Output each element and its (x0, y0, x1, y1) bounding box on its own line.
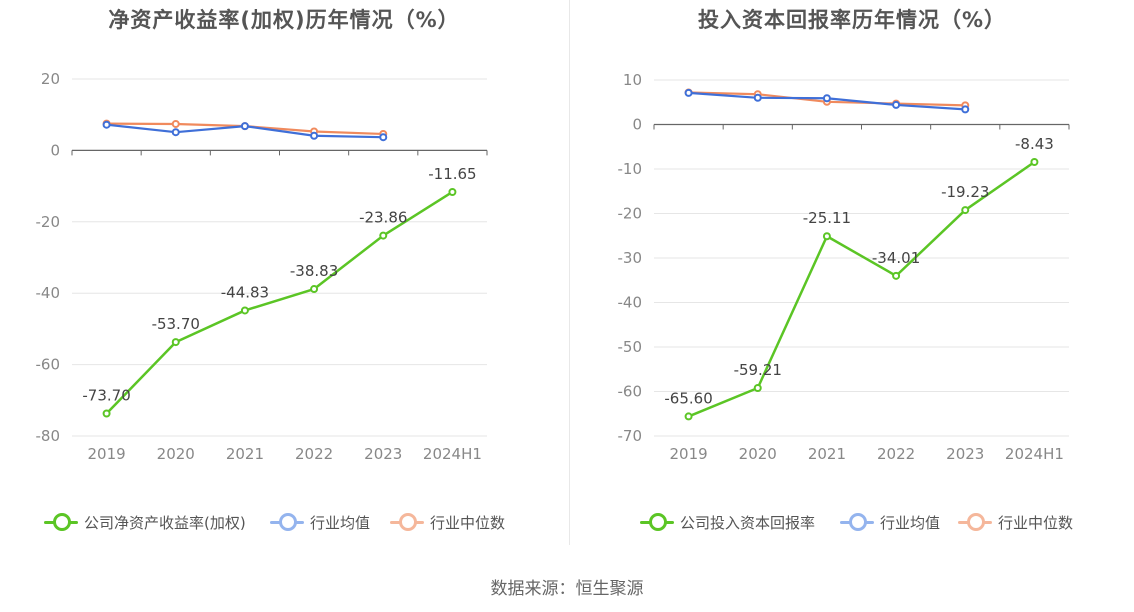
data-point (822, 94, 831, 103)
data-point (171, 338, 180, 347)
data-label: -53.70 (152, 315, 200, 333)
data-point (961, 206, 970, 215)
data-label: -8.43 (1015, 135, 1054, 153)
x-tick-label: 2023 (364, 445, 402, 463)
x-tick-label: 2023 (946, 445, 984, 463)
data-point (171, 128, 180, 137)
data-label: -25.11 (803, 209, 851, 227)
data-point (171, 119, 180, 128)
data-point (448, 187, 457, 196)
data-point (240, 122, 249, 131)
data-label: -44.83 (221, 283, 269, 301)
data-point (961, 105, 970, 114)
data-point (379, 231, 388, 240)
legend-label: 公司净资产收益率(加权) (84, 513, 246, 532)
data-point (1030, 158, 1039, 167)
x-tick-label: 2020 (157, 445, 195, 463)
legend-item-company-roic[interactable]: 公司投入资本回报率 (640, 508, 815, 536)
y-tick-label: -40 (36, 284, 61, 302)
chart-title: 投入资本回报率历年情况（%） (697, 8, 1007, 32)
x-tick-label: 2022 (295, 445, 333, 463)
roe-chart-plot: 20 0 -20 -40 -60 -80 2019 2020 2021 2022 2023 2024H… (36, 70, 488, 463)
y-tick-label: -40 (618, 294, 643, 312)
y-tick-label: -50 (618, 338, 643, 356)
data-label: -19.23 (941, 183, 989, 201)
legend-label: 行业中位数 (430, 513, 506, 532)
legend-symbol (390, 508, 424, 536)
y-tick-label: -60 (618, 383, 643, 401)
series-line (688, 160, 1036, 418)
legend-item-industry-median[interactable]: 行业中位数 (958, 508, 1073, 536)
y-tick-label: 0 (632, 116, 642, 134)
data-source-note: 数据来源：恒生聚源 (490, 579, 644, 599)
data-label: -23.86 (359, 209, 407, 227)
legend-item-company-roe[interactable]: 公司净资产收益率(加权) (44, 508, 246, 536)
legend-symbol (840, 508, 874, 536)
data-label: -11.65 (428, 165, 476, 183)
data-label: -73.70 (82, 387, 130, 405)
x-tick-label: 2020 (739, 445, 777, 463)
data-point (822, 232, 831, 241)
data-point (684, 88, 693, 97)
legend-symbol (958, 508, 992, 536)
data-point (240, 306, 249, 315)
panel-divider (569, 0, 570, 545)
data-label: -38.83 (290, 262, 338, 280)
x-tick-label: 2024H1 (1005, 445, 1064, 463)
roic-chart-panel: 投入资本回报率历年情况（%） 10 0 -10 -20 -30 -40 -50 -60 -70 2… (570, 0, 1134, 560)
legend-item-industry-median[interactable]: 行业中位数 (390, 508, 505, 536)
data-point (102, 409, 111, 418)
legend-label: 行业中位数 (998, 513, 1074, 532)
data-label: -34.01 (872, 249, 920, 267)
chart-legend: 公司投入资本回报率 行业均值 行业中位数 (570, 508, 1134, 536)
y-tick-label: 20 (41, 70, 60, 88)
data-point (892, 271, 901, 280)
series-line (105, 190, 454, 415)
data-point (379, 133, 388, 142)
y-tick-label: -70 (618, 427, 643, 445)
legend-label: 行业均值 (880, 513, 941, 532)
chart-title: 净资产收益率(加权)历年情况（%） (108, 8, 460, 32)
data-point (753, 383, 762, 392)
data-point (102, 120, 111, 129)
y-tick-label: 0 (50, 141, 60, 159)
legend-label: 公司投入资本回报率 (680, 513, 816, 532)
y-tick-label: -10 (618, 160, 643, 178)
chart-legend: 公司净资产收益率(加权) 行业均值 行业中位数 (0, 508, 568, 536)
x-tick-label: 2022 (877, 445, 915, 463)
y-tick-label: -30 (618, 249, 643, 267)
legend-item-industry-average[interactable]: 行业均值 (840, 508, 940, 536)
legend-symbol (44, 508, 78, 536)
data-point (310, 285, 319, 294)
legend-item-industry-average[interactable]: 行业均值 (270, 508, 370, 536)
data-point (684, 412, 693, 421)
roic-chart-plot: 10 0 -10 -20 -30 -40 -50 -60 -70 2019 2020 2021 2022… (618, 71, 1070, 463)
x-tick-label: 2019 (669, 445, 707, 463)
legend-symbol (640, 508, 674, 536)
x-tick-label: 2024H1 (423, 445, 482, 463)
data-label: -65.60 (664, 389, 712, 407)
x-tick-label: 2019 (87, 445, 125, 463)
y-tick-label: -80 (36, 427, 61, 445)
x-tick-label: 2021 (808, 445, 846, 463)
y-tick-label: -20 (618, 205, 643, 223)
x-tick-label: 2021 (226, 445, 264, 463)
y-tick-label: 10 (623, 71, 642, 89)
legend-label: 行业均值 (310, 513, 371, 532)
y-tick-label: -60 (36, 356, 61, 374)
y-tick-label: -20 (36, 213, 61, 231)
data-label: -59.21 (734, 361, 782, 379)
data-point (753, 93, 762, 102)
roe-chart-panel: 净资产收益率(加权)历年情况（%） 20 0 -20 -40 -60 -80 2019 202… (0, 0, 568, 560)
legend-symbol (270, 508, 304, 536)
data-point (892, 100, 901, 109)
data-point (310, 131, 319, 140)
